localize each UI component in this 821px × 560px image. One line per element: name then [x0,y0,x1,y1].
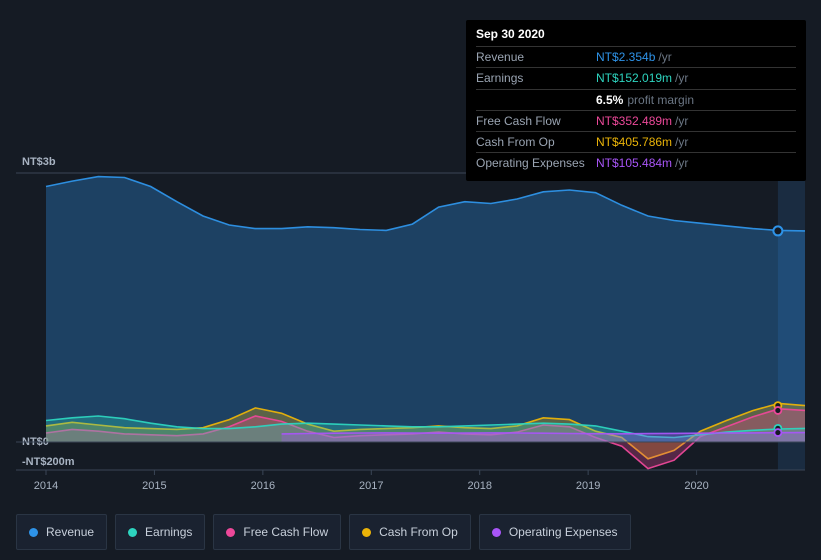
x-axis-year: 2014 [34,480,58,492]
legend: Revenue Earnings Free Cash Flow Cash From O… [16,514,631,550]
legend-item[interactable]: Earnings [115,514,205,550]
legend-dot-icon [226,528,235,537]
tooltip-row: Cash From OpNT$405.786m /yr [476,131,796,152]
tooltip-row-label: Operating Expenses [476,155,596,171]
x-axis-year: 2016 [251,480,275,492]
legend-item[interactable]: Cash From Op [349,514,471,550]
tooltip-profit-margin-value: 6.5% [596,92,623,108]
x-axis-year: 2015 [142,480,166,492]
legend-label: Operating Expenses [509,525,618,539]
legend-label: Revenue [46,525,94,539]
tooltip-row-value: NT$352.489m [596,113,672,129]
tooltip-row-label: Cash From Op [476,134,596,150]
legend-dot-icon [128,528,137,537]
tooltip-row: Free Cash FlowNT$352.489m /yr [476,110,796,131]
x-axis-year: 2017 [359,480,383,492]
tooltip-row-value: NT$105.484m [596,155,672,171]
x-axis-year: 2018 [467,480,491,492]
legend-item[interactable]: Operating Expenses [479,514,631,550]
area-chart-svg [16,155,805,475]
x-axis-year: 2019 [576,480,600,492]
legend-label: Free Cash Flow [243,525,328,539]
tooltip-row-value: NT$2.354b [596,49,655,65]
legend-label: Earnings [145,525,192,539]
tooltip-row: Operating ExpensesNT$105.484m /yr [476,152,796,173]
legend-dot-icon [362,528,371,537]
tooltip-rows: RevenueNT$2.354b /yrEarningsNT$152.019m … [476,46,796,173]
tooltip-row-value: NT$405.786m [596,134,672,150]
tooltip-row-label: Revenue [476,49,596,65]
tooltip-date: Sep 30 2020 [476,26,796,42]
tooltip-subrow: 6.5% profit margin [476,89,796,110]
tooltip-row-unit: /yr [675,134,688,150]
legend-item[interactable]: Free Cash Flow [213,514,341,550]
tooltip-row-label: Earnings [476,70,596,86]
chart-area[interactable] [16,155,805,475]
tooltip-row-value: NT$152.019m [596,70,672,86]
legend-dot-icon [492,528,501,537]
legend-dot-icon [29,528,38,537]
tooltip-row-unit: /yr [675,155,688,171]
tooltip-row: EarningsNT$152.019m /yr [476,67,796,88]
tooltip-row-unit: /yr [658,49,671,65]
chart-tooltip: Sep 30 2020 RevenueNT$2.354b /yrEarnings… [466,20,806,181]
x-axis-labels: 2014 2015 2016 2017 2018 2019 2020 [16,480,805,498]
legend-label: Cash From Op [379,525,458,539]
legend-item[interactable]: Revenue [16,514,107,550]
tooltip-row-unit: /yr [675,70,688,86]
x-axis-year: 2020 [684,480,708,492]
tooltip-row-unit: /yr [675,113,688,129]
tooltip-profit-margin-label: profit margin [627,92,694,108]
tooltip-row-label: Free Cash Flow [476,113,596,129]
tooltip-row: RevenueNT$2.354b /yr [476,46,796,67]
